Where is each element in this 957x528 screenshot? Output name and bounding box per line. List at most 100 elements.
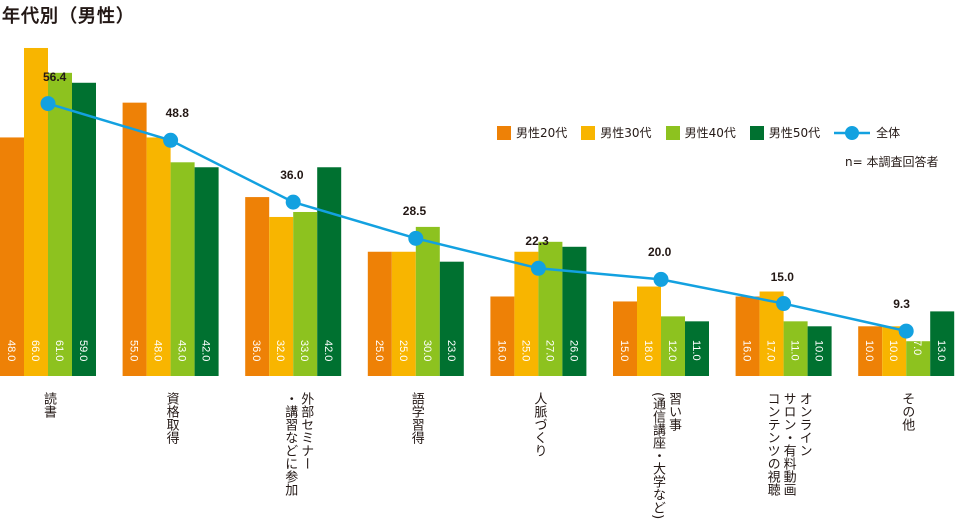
line-value-label: 48.8 (165, 106, 189, 121)
category-label: 資格取得 (163, 392, 179, 444)
line-point (653, 271, 669, 287)
category-label: 習い事 (通信講座・大学など) (650, 392, 681, 520)
bar-value-label: 23.0 (444, 340, 457, 362)
bar-value-label: 10.0 (863, 340, 876, 362)
legend-item: 全体 (834, 124, 900, 141)
line-series-total (47, 102, 907, 333)
line-point (40, 96, 56, 112)
bar-value-label: 26.0 (567, 340, 580, 362)
legend-item: 男性30代 (581, 124, 652, 141)
bar (415, 226, 440, 376)
bar-value-label: 25.0 (396, 340, 409, 362)
bar-value-label: 48.0 (5, 340, 17, 362)
legend-item: 男性50代 (749, 124, 821, 141)
bar-value-label: 27.0 (543, 340, 556, 362)
bar (293, 211, 318, 376)
bar-value-label: 59.0 (77, 340, 89, 362)
legend-swatch (581, 125, 596, 140)
legend-label: 男性30代 (600, 126, 652, 140)
category-label: オンライン サロン・有料動画 コンテンツの視聴 (764, 392, 812, 496)
legend-label: 男性40代 (684, 126, 736, 140)
line-point (408, 230, 424, 246)
category-label: 外部セミナー ・講習などに参加 (282, 392, 314, 496)
legend-swatch (749, 125, 764, 140)
legend: 男性20代 男性30代 男性40代 男性50代 全体 (497, 124, 914, 141)
line-value-label: 9.3 (893, 297, 910, 312)
legend-item: 男性40代 (665, 124, 736, 141)
bar-value-label: 15.0 (618, 340, 630, 362)
bar-value-label: 36.0 (250, 340, 263, 362)
line-point (898, 323, 914, 339)
category-label: 語学習得 (408, 392, 424, 444)
bar (562, 246, 587, 376)
bar-value-label: 10.0 (887, 340, 900, 362)
legend-swatch (665, 125, 680, 140)
bar-value-label: 48.0 (151, 340, 164, 362)
bar (245, 197, 270, 376)
bar-value-label: 10.0 (812, 340, 825, 362)
bar-value-label: 11.0 (690, 340, 702, 361)
bar-value-label: 16.0 (740, 340, 753, 362)
bar (685, 321, 709, 376)
bar (637, 286, 661, 376)
bar (317, 167, 342, 376)
bar (661, 316, 685, 376)
category-label: その他 (899, 392, 915, 431)
legend-item: 男性20代 (497, 124, 567, 141)
bar (146, 137, 171, 376)
bar (170, 162, 195, 376)
line-point (163, 132, 179, 148)
bar-value-label: 32.0 (274, 340, 287, 362)
bar (906, 341, 931, 376)
bar (122, 102, 147, 377)
bar-value-label: 12.0 (666, 340, 678, 362)
bar (783, 321, 808, 376)
bar-value-label: 43.0 (175, 340, 188, 362)
bar-value-label: 18.0 (642, 340, 654, 362)
bar-value-label: 7.0 (911, 340, 924, 356)
bar-value-label: 42.0 (322, 340, 335, 362)
line-value-label: 20.0 (648, 245, 672, 260)
bar (391, 251, 416, 376)
legend-line-marker (834, 125, 871, 140)
category-label: 人脈づくり (531, 392, 547, 457)
bar (439, 261, 464, 376)
legend-label: 男性50代 (768, 126, 821, 140)
bar-value-label: 16.0 (495, 340, 508, 362)
sample-note: n= 本調査回答者 (845, 155, 939, 169)
bar-value-label: 61.0 (53, 340, 65, 362)
bar (807, 326, 832, 376)
bar (367, 251, 392, 376)
bar-value-label: 55.0 (127, 340, 140, 362)
line-point (285, 194, 301, 210)
bar (0, 137, 24, 376)
bar-value-label: 42.0 (199, 340, 212, 362)
bar (269, 216, 294, 376)
bar-value-label: 25.0 (372, 340, 385, 362)
line-point (530, 260, 546, 276)
bar-value-label: 13.0 (935, 340, 948, 362)
bar (735, 296, 760, 376)
bar (613, 301, 637, 376)
line-value-label: 15.0 (770, 269, 794, 284)
bar-value-label: 17.0 (764, 340, 777, 362)
line-value-label: 28.5 (402, 204, 427, 219)
bar-value-label: 66.0 (29, 340, 41, 362)
line-point (776, 296, 792, 312)
bar-value-label: 33.0 (298, 340, 311, 362)
bar (194, 167, 219, 376)
category-label: 読書 (41, 392, 56, 418)
line-value-label: 22.3 (525, 234, 549, 249)
legend-swatch (497, 125, 511, 140)
chart-title: 年代別（男性） (2, 6, 135, 27)
bar (490, 296, 515, 376)
legend-label: 男性20代 (516, 126, 568, 140)
bar (930, 311, 955, 376)
bar-value-label: 30.0 (420, 340, 433, 362)
bar (48, 72, 72, 376)
bar-value-label: 11.0 (788, 340, 801, 361)
bar-value-label: 25.0 (519, 340, 532, 362)
bar (858, 326, 883, 376)
legend-label: 全体 (876, 126, 901, 140)
